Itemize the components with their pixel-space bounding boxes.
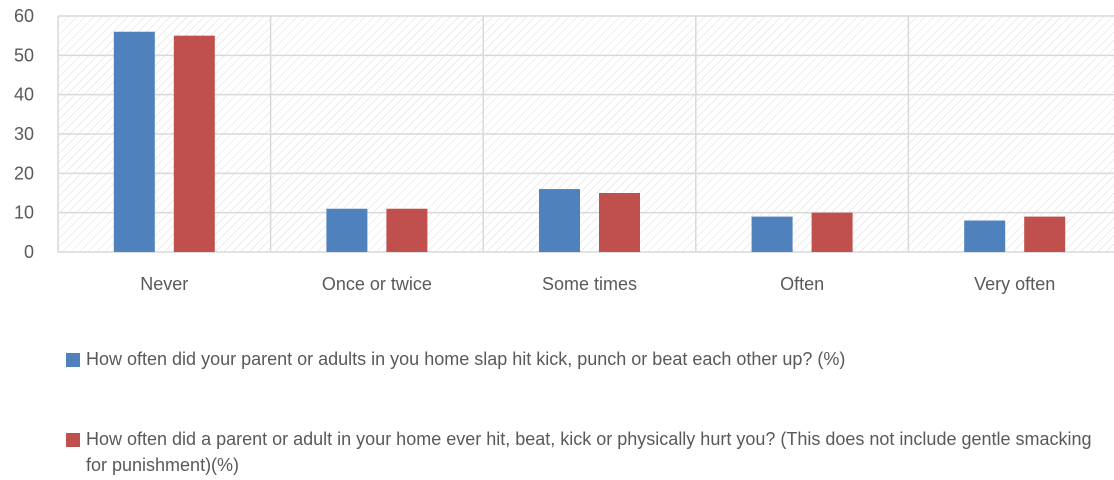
legend-2: How often did a parent or adult in your … (66, 426, 1096, 478)
bar-series-1-never (113, 31, 155, 252)
legend-swatch-series-1 (66, 353, 80, 367)
legend-swatch-series-2 (66, 433, 80, 447)
y-tick-label-20: 20 (14, 163, 34, 183)
legend-item-series-2: How often did a parent or adult in your … (66, 426, 1096, 478)
x-tick-label-often: Often (780, 274, 824, 294)
y-tick-label-0: 0 (24, 242, 34, 262)
y-tick-label-10: 10 (14, 203, 34, 223)
legend-label-series-2: How often did a parent or adult in your … (86, 429, 1092, 475)
bar-series-1-often (751, 216, 793, 252)
x-tick-label-never: Never (140, 274, 188, 294)
bar-series-2-very-often (1024, 216, 1066, 252)
y-tick-label-50: 50 (14, 45, 34, 65)
y-tick-label-40: 40 (14, 85, 34, 105)
bar-series-1-once-or-twice (326, 208, 368, 252)
gridlines (57, 15, 1114, 253)
x-tick-label-very-often: Very often (974, 274, 1055, 294)
y-axis: 0 10 20 30 40 50 60 (14, 6, 34, 262)
y-tick-label-30: 30 (14, 124, 34, 144)
bar-series-2-once-or-twice (386, 208, 428, 252)
x-tick-label-some-times: Some times (542, 274, 637, 294)
legend-label-series-1: How often did your parent or adults in y… (86, 349, 846, 369)
bar-series-2-never (173, 35, 215, 252)
bar-series-2-some-times (599, 193, 640, 252)
y-tick-label-60: 60 (14, 6, 34, 26)
x-tick-label-once-or-twice: Once or twice (322, 274, 432, 294)
x-axis: Never Once or twice Some times Often Very of… (140, 274, 1055, 294)
bar-series-1-some-times (539, 189, 580, 252)
bars (113, 31, 1066, 252)
legend-item-series-1: How often did your parent or adults in y… (66, 346, 1096, 372)
legend: How often did your parent or adults in y… (66, 346, 1096, 372)
bar-series-2-often (811, 212, 853, 252)
bar-series-1-very-often (964, 220, 1006, 252)
